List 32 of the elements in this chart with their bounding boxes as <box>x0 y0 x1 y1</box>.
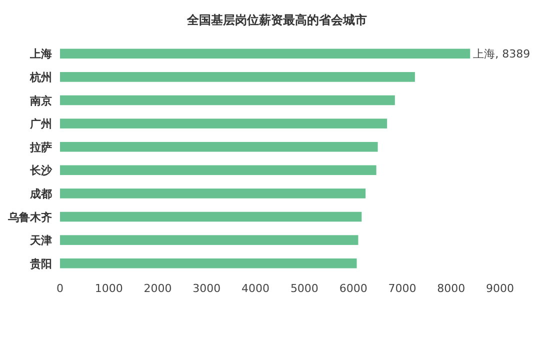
bar <box>60 118 388 128</box>
bar <box>60 72 415 82</box>
bar <box>60 212 362 222</box>
x-tick-label: 0 <box>56 282 64 295</box>
y-tick-label: 成都 <box>29 187 52 200</box>
chart-title: 全国基层岗位薪资最高的省会城市 <box>186 13 367 27</box>
x-tick-label: 1000 <box>94 282 123 295</box>
bar <box>60 165 376 176</box>
x-tick-label: 6000 <box>339 282 368 295</box>
x-tick-label: 4000 <box>242 282 270 295</box>
bar <box>60 48 470 59</box>
y-tick-label: 贵阳 <box>29 257 52 270</box>
x-tick-label: 9000 <box>486 282 514 295</box>
y-tick-label: 拉萨 <box>29 140 52 154</box>
data-label: 上海, 8389 <box>473 48 530 61</box>
y-tick-label: 长沙 <box>29 164 53 178</box>
y-tick-label: 乌鲁木齐 <box>7 210 52 224</box>
x-tick-label: 7000 <box>388 282 416 295</box>
bar <box>60 142 378 152</box>
y-tick-label: 广州 <box>29 118 52 131</box>
y-tick-label: 杭州 <box>29 70 52 84</box>
x-tick-label: 5000 <box>290 282 318 295</box>
x-tick-label: 3000 <box>192 282 221 295</box>
bar <box>60 95 395 106</box>
y-tick-label: 南京 <box>29 94 52 108</box>
bar <box>60 258 357 268</box>
x-tick-label: 8000 <box>437 282 466 295</box>
x-tick-label: 2000 <box>144 282 172 295</box>
y-tick-label: 天津 <box>29 234 52 248</box>
bar <box>60 188 366 198</box>
bar <box>60 235 358 245</box>
y-tick-label: 上海 <box>29 48 52 61</box>
